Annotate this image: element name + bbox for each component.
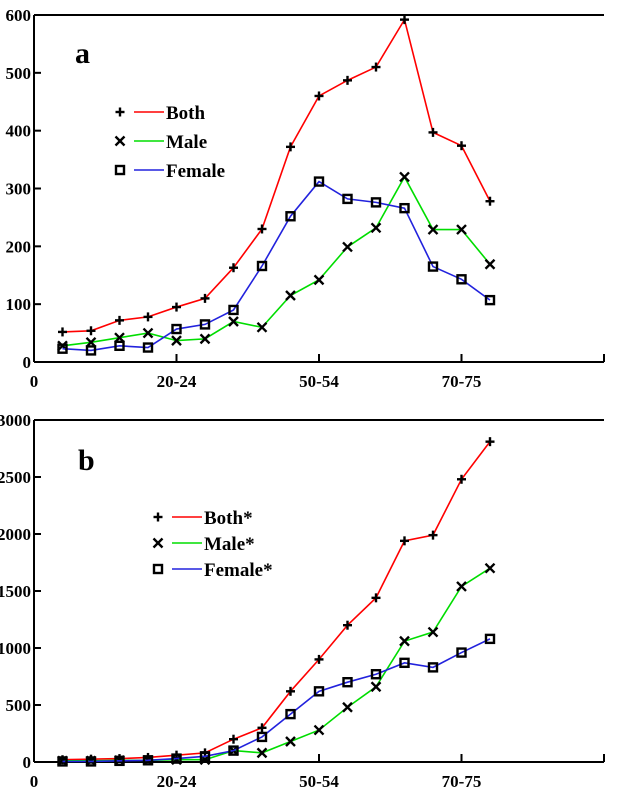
data-point-female (171, 323, 182, 335)
data-point-male-d2 (256, 747, 268, 759)
y-tick-label: 500 (6, 64, 32, 83)
legend-label: Both (166, 103, 206, 124)
data-point-female (285, 708, 296, 720)
data-point-female (342, 193, 353, 205)
panel-b: 0 500 1000 1500 2000 2500 3000 0 20-24 50-54 70-75… (0, 411, 605, 791)
legend-label: Female (166, 161, 225, 182)
data-point-male-d2 (484, 562, 496, 574)
y-tick-label: 2500 (0, 468, 31, 487)
panel-letter: b (78, 444, 95, 477)
data-point-female (313, 176, 325, 187)
data-point-female (57, 343, 68, 354)
data-point-male-d2 (456, 581, 467, 592)
data-point-male-d2 (142, 327, 154, 339)
y-tick-label: 200 (6, 237, 32, 256)
data-point-female (456, 274, 467, 285)
legend-marker-male-d2 (152, 537, 164, 549)
series-line-both (62, 441, 491, 761)
data-point-female (228, 745, 239, 756)
data-point-female (399, 202, 410, 214)
series-line-female (62, 638, 491, 763)
y-tick-label: 100 (6, 295, 32, 314)
x-tick-label: 50-54 (299, 372, 339, 391)
data-point-male-d2 (199, 333, 211, 345)
data-point-female (484, 294, 496, 306)
data-point-female (256, 731, 268, 743)
data-point-male-d2 (342, 701, 353, 713)
data-point-female (370, 669, 382, 680)
data-point-male-d2 (342, 241, 353, 253)
x-tick-label: 0 (30, 372, 39, 391)
panel-a: 0 100 200 300 400 500 600 0 20-24 50-54 70-75 a Both… (6, 6, 605, 391)
data-point-male-d2 (313, 274, 325, 286)
data-point-female (399, 657, 410, 669)
data-point-male-d2 (484, 258, 496, 270)
data-point-male-d2 (171, 335, 182, 346)
data-point-male-d2 (313, 724, 325, 736)
legend-label: Male (166, 132, 207, 153)
data-point-male-d2 (285, 736, 296, 747)
y-tick-label: 500 (6, 696, 32, 715)
data-point-male-d2 (256, 321, 268, 333)
legend-marker-female (152, 563, 164, 575)
data-point-female (57, 756, 68, 767)
data-point-female (256, 260, 268, 272)
y-tick-label: 1000 (0, 639, 31, 658)
data-point-female (313, 686, 325, 697)
data-point-male-d2 (427, 224, 439, 235)
y-tick-label: 600 (6, 6, 32, 25)
data-point-male-d2 (399, 171, 410, 183)
y-tick-label: 300 (6, 180, 32, 199)
data-point-female (484, 633, 496, 645)
data-point-female (85, 345, 97, 356)
y-tick-label: 0 (23, 353, 32, 372)
data-point-male-d2 (427, 626, 439, 638)
series-line-male (62, 567, 491, 762)
data-point-male-d2 (285, 290, 296, 301)
y-tick-label: 2000 (0, 525, 31, 544)
x-tick-label: 70-75 (442, 772, 482, 791)
data-point-male-d2 (399, 635, 410, 647)
data-point-female (370, 197, 382, 208)
data-point-female (142, 755, 154, 766)
data-point-female (142, 342, 154, 353)
data-point-male-d2 (370, 681, 382, 693)
series-line-male (62, 175, 491, 347)
x-tick-label: 0 (30, 772, 39, 791)
data-point-female (199, 751, 211, 762)
legend-label: Female* (204, 560, 273, 581)
data-point-female (427, 261, 439, 272)
data-point-male-d2 (228, 316, 239, 327)
data-point-female (342, 677, 353, 688)
y-tick-label: 1500 (0, 582, 31, 601)
x-tick-label: 20-24 (157, 372, 197, 391)
data-point-female (228, 304, 239, 316)
panel-letter: a (75, 37, 90, 70)
series-line-female (62, 180, 491, 352)
legend-marker-male-d2 (114, 135, 126, 147)
legend-label: Both* (204, 508, 253, 529)
x-tick-label: 50-54 (299, 772, 339, 791)
legend-label: Male* (204, 534, 255, 555)
x-tick-label: 20-24 (157, 772, 197, 791)
data-point-male-d2 (456, 224, 467, 235)
y-tick-label: 0 (23, 753, 32, 772)
y-tick-label: 3000 (0, 411, 31, 430)
y-tick-label: 400 (6, 122, 32, 141)
data-point-female (85, 756, 97, 767)
data-point-male-d2 (370, 222, 382, 234)
data-point-female (114, 340, 125, 352)
data-point-female (199, 319, 211, 330)
data-point-female (285, 211, 296, 222)
legend-marker-female (114, 164, 126, 176)
x-tick-label: 70-75 (442, 372, 482, 391)
series-line-both (62, 17, 491, 333)
data-point-female (114, 755, 125, 767)
data-point-female (171, 753, 182, 764)
data-point-female (456, 647, 467, 658)
data-point-female (427, 662, 439, 673)
